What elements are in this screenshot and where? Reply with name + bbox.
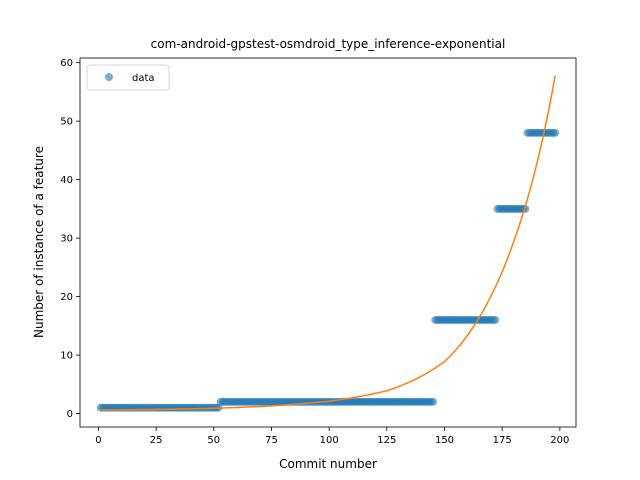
- x-tick-label: 50: [207, 435, 220, 446]
- data-point: [491, 315, 500, 324]
- y-tick-label: 60: [60, 58, 73, 69]
- y-tick-label: 20: [60, 292, 73, 303]
- y-tick-label: 40: [60, 175, 73, 186]
- y-tick-label: 50: [60, 117, 73, 128]
- y-tick-label: 30: [60, 234, 73, 245]
- legend-marker-data: [105, 73, 113, 81]
- data-point: [551, 128, 560, 137]
- x-tick-label: 200: [550, 435, 569, 446]
- legend-box: [86, 64, 170, 91]
- x-tick-label: 25: [150, 435, 163, 446]
- x-tick-label: 0: [95, 435, 101, 446]
- plot-area: [96, 75, 560, 412]
- data-point: [428, 397, 437, 406]
- chart-title: com-android-gpstest-osmdroid_type_infere…: [151, 37, 506, 51]
- x-tick-label: 175: [493, 435, 512, 446]
- legend-label-data: data: [132, 73, 155, 84]
- fit-curve: [100, 75, 556, 411]
- x-axis: 0 25 50 75 100 125 150 175 200: [95, 427, 569, 446]
- legend: data: [86, 64, 170, 91]
- x-tick-label: 75: [265, 435, 278, 446]
- y-axis: 0 10 20 30 40 50 60: [60, 58, 80, 420]
- y-tick-label: 10: [60, 351, 73, 362]
- x-axis-label: Commit number: [279, 457, 377, 471]
- x-tick-label: 150: [435, 435, 454, 446]
- y-tick-label: 0: [67, 409, 73, 420]
- x-tick-label: 100: [320, 435, 339, 446]
- y-axis-label: Number of instance of a feature: [32, 146, 46, 338]
- axes-frame: [79, 57, 577, 428]
- x-tick-label: 125: [377, 435, 396, 446]
